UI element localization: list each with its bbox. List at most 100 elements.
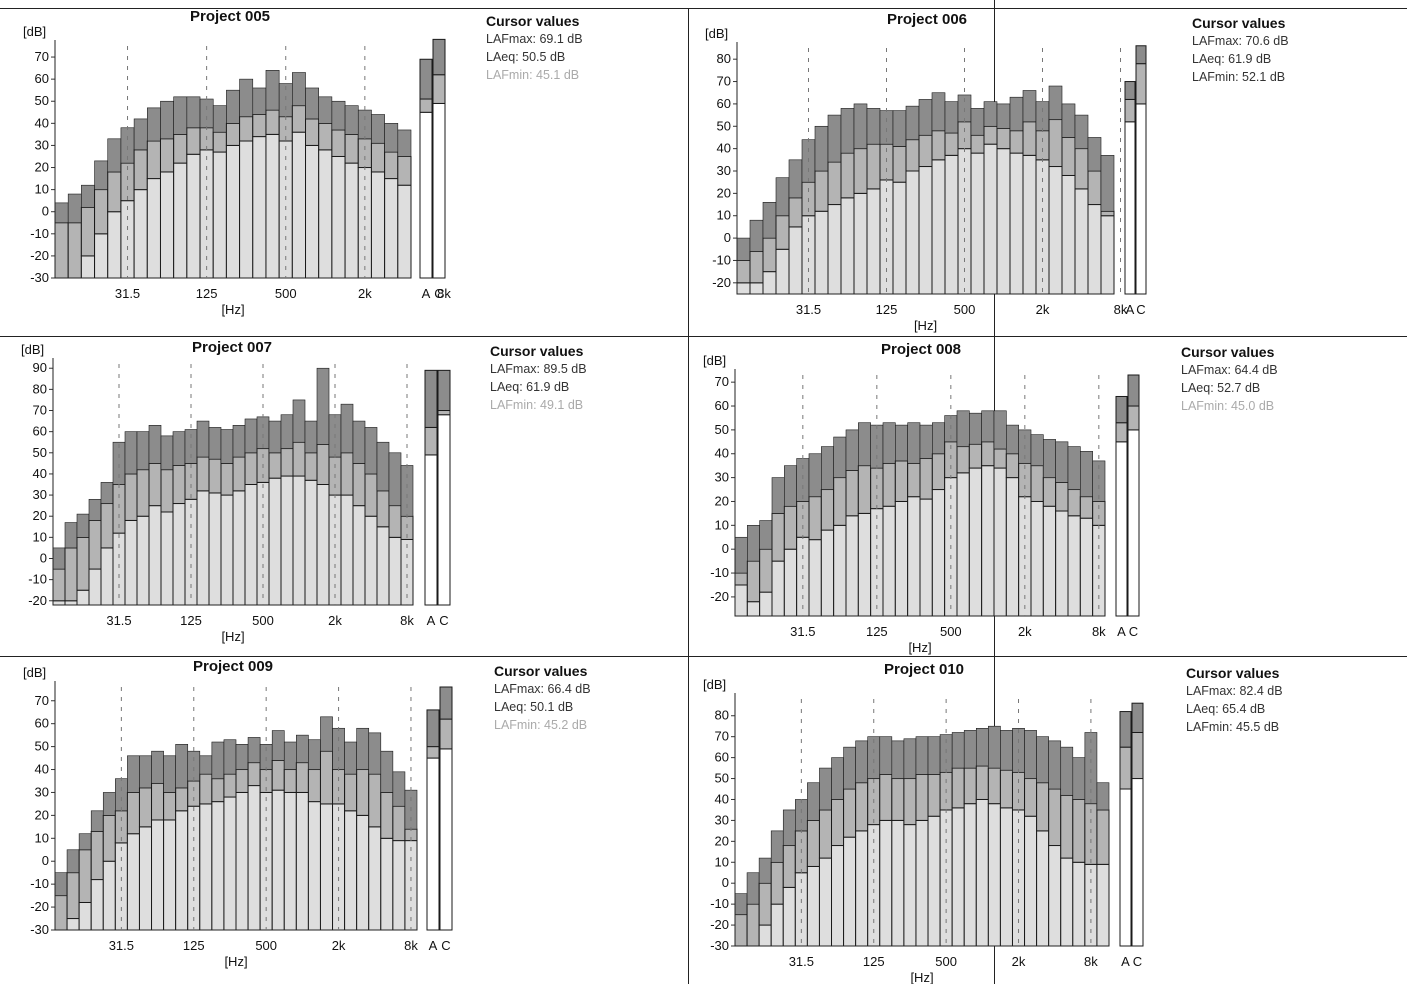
y-tick-label: 30: [35, 137, 49, 152]
lafmax-band: [102, 792, 116, 816]
laeq-band: [212, 131, 227, 153]
lafmin-band: [319, 803, 334, 931]
laeq-band: [1024, 778, 1038, 817]
frequency-bar: [770, 830, 784, 947]
x-tick-label: 125: [876, 302, 898, 317]
lafmax-band: [397, 129, 412, 157]
lafmin-band: [1005, 477, 1020, 617]
lafmin-band: [806, 865, 820, 947]
frequency-bar: [388, 452, 402, 606]
lafmax-band: [426, 709, 440, 748]
lafmax-band: [388, 452, 402, 506]
lafmin-band: [397, 184, 412, 279]
lafmin-band: [968, 467, 983, 617]
frequency-bar: [212, 105, 227, 279]
laeq-band: [1096, 809, 1110, 865]
lafmin-band: [307, 801, 321, 931]
laeq-band: [368, 773, 382, 828]
lafmin-band: [159, 171, 175, 279]
cursor-lafmax: LAFmax: 69.1 dB: [486, 32, 583, 46]
frequency-bar: [291, 72, 307, 279]
lafmin-band: [151, 819, 165, 931]
laeq-band: [268, 452, 282, 479]
lafmax-band: [827, 114, 842, 163]
lafmin-band: [328, 494, 342, 606]
cursor-values-title: Cursor values: [494, 663, 588, 679]
y-tick-label: 70: [35, 49, 49, 64]
lafmin-band: [951, 807, 965, 947]
frequency-bar: [1048, 740, 1062, 947]
laeq-band: [292, 441, 306, 477]
frequency-bar: [356, 727, 370, 931]
laeq-band: [975, 765, 989, 800]
lafmax-band: [927, 736, 941, 775]
lafmin-band: [173, 162, 188, 279]
lafmax-band: [226, 89, 240, 124]
y-tick-label: 70: [715, 374, 729, 389]
lafmin-band: [426, 757, 440, 931]
frequency-bar: [331, 100, 346, 279]
lafmax-band: [840, 108, 855, 154]
divider-horizontal-2: [0, 656, 1407, 657]
frequency-bar: [307, 739, 321, 931]
laeq-band: [782, 845, 796, 888]
y-tick-label: 10: [715, 854, 729, 869]
frequency-bar: [944, 101, 959, 295]
weighted-bar-c: [1135, 45, 1147, 295]
weighted-bar-c: [439, 686, 453, 931]
y-tick-label: 40: [717, 141, 731, 156]
frequency-bar: [963, 730, 977, 947]
x-tick-label: 31.5: [109, 938, 134, 953]
lafmax-band: [788, 159, 803, 199]
lafmax-band: [771, 477, 785, 514]
lafmax-band: [1022, 90, 1037, 123]
lafmin-band: [100, 547, 114, 606]
laeq-band: [159, 138, 175, 173]
laeq-band: [136, 469, 150, 517]
lafmax-band: [146, 107, 161, 142]
lafmin-band: [107, 211, 122, 279]
y-tick-label: 0: [722, 875, 729, 890]
lafmax-band: [758, 857, 772, 884]
lafmin-band: [1100, 215, 1115, 295]
lafmin-band: [160, 511, 174, 606]
laeq-band: [951, 767, 965, 809]
y-tick-label: 20: [33, 508, 47, 523]
y-tick-label: 20: [715, 493, 729, 508]
lafmin-band: [1036, 830, 1050, 947]
frequency-bar: [814, 125, 829, 295]
laeq-band: [186, 127, 201, 155]
lafmin-band: [879, 179, 894, 295]
lafmin-band: [148, 505, 162, 606]
frequency-bar: [160, 435, 174, 606]
laeq-band: [855, 782, 869, 832]
lafmax-band: [331, 100, 346, 131]
weighted-bar-a: [426, 709, 440, 931]
y-axis-label: [dB]: [703, 677, 726, 692]
lafmax-band: [344, 105, 359, 135]
lafmin-band: [52, 600, 66, 606]
laeq-band: [223, 773, 237, 798]
lafmin-band: [146, 178, 161, 279]
lafmax-band: [988, 725, 1001, 769]
y-tick-label: 80: [715, 708, 729, 723]
lafmax-band: [66, 849, 80, 873]
frequency-bar: [975, 728, 989, 947]
lafmax-band: [784, 465, 797, 507]
frequency-bar: [305, 87, 320, 279]
lafmax-band: [107, 138, 122, 173]
frequency-bar: [970, 108, 985, 295]
frequency-bar: [78, 833, 92, 931]
frequency-bar: [54, 872, 68, 931]
frequency-bar: [280, 414, 294, 606]
laeq-band: [970, 134, 985, 154]
lafmax-band: [292, 399, 306, 443]
lafmin-band: [196, 490, 210, 606]
frequency-bar: [987, 725, 1001, 947]
lafmax-band: [951, 732, 965, 769]
laeq-band: [239, 116, 254, 142]
frequency-bar: [879, 110, 894, 295]
divider-horizontal-1: [0, 336, 1407, 337]
lafmax-band: [173, 96, 188, 135]
laeq-band: [340, 452, 354, 496]
